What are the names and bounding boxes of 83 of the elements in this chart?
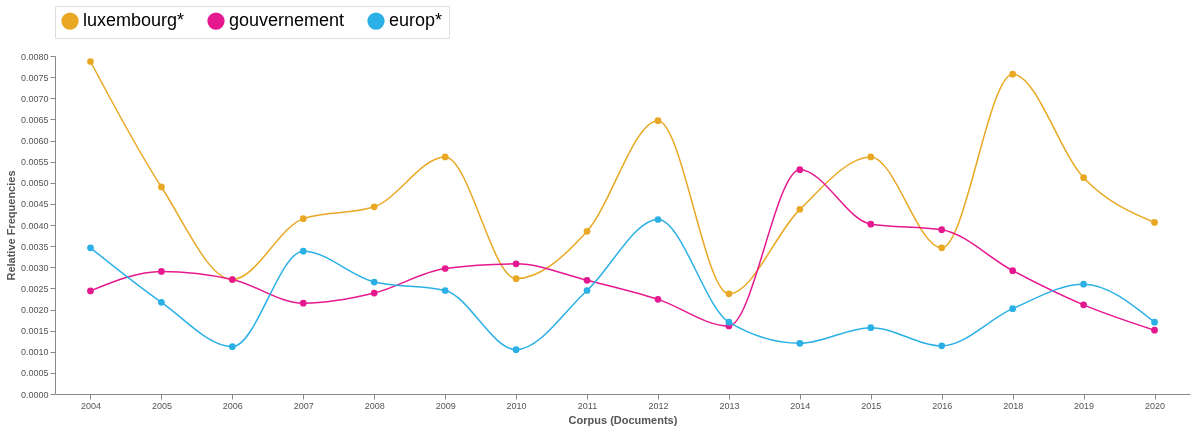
x-tick-label: 2006	[222, 400, 243, 411]
y-tick-label: 0.0080	[20, 51, 49, 62]
x-tick-label: 2005	[151, 400, 172, 411]
point	[158, 298, 165, 306]
x-tick-label: 2008	[364, 400, 385, 411]
y-tick-label: 0.0065	[20, 114, 49, 125]
point	[512, 275, 520, 282]
point	[1080, 174, 1087, 182]
y-tick-label: 0.0050	[20, 178, 49, 189]
y-tick-label: 0.0035	[20, 241, 49, 252]
point	[228, 343, 236, 351]
point	[1151, 326, 1158, 334]
point	[441, 287, 449, 294]
y-tick-label: 0.0000	[20, 389, 49, 400]
point	[299, 247, 307, 255]
point	[1151, 219, 1158, 226]
point	[583, 287, 591, 294]
point	[1009, 305, 1017, 312]
point	[796, 166, 804, 173]
y-tick-label: 0.0030	[20, 262, 49, 273]
x-axis-title: Corpus (Documents)	[568, 413, 678, 426]
point	[158, 268, 165, 275]
y-tick-label: 0.0055	[20, 157, 49, 168]
point	[441, 153, 449, 161]
point	[87, 287, 94, 295]
x-tick-label: 2014	[790, 400, 811, 411]
point	[1151, 318, 1158, 326]
point	[867, 153, 875, 161]
point	[1009, 70, 1017, 78]
x-tick-label: 2009	[435, 400, 456, 411]
point	[1080, 280, 1087, 288]
point	[725, 318, 733, 326]
point	[441, 265, 449, 272]
point	[654, 117, 662, 124]
x-tick-label: 2004	[80, 400, 101, 411]
y-tick-label: 0.0060	[20, 136, 49, 146]
x-tick-label: 2010	[506, 400, 527, 411]
y-tick-label: 0.0070	[20, 93, 49, 104]
point	[867, 220, 875, 228]
legend-label: europ*	[389, 10, 443, 31]
point	[158, 183, 165, 191]
x-tick-label: 2016	[932, 400, 953, 411]
x-tick-label: 2011	[577, 400, 598, 411]
x-tick-label: 2019	[1074, 400, 1095, 411]
y-tick-label: 0.0075	[20, 72, 49, 83]
point	[370, 289, 378, 297]
point	[583, 277, 591, 284]
point	[87, 58, 94, 65]
x-tick-label: 2020	[1145, 400, 1166, 411]
y-axis-title: Relative Frequencies	[4, 170, 17, 281]
y-tick-label: 0.0010	[20, 347, 49, 358]
legend-label: gouvernement	[229, 10, 345, 31]
point	[87, 244, 94, 252]
point	[299, 215, 307, 223]
y-tick-label: 0.0045	[20, 199, 49, 210]
y-tick-label: 0.0025	[20, 283, 49, 294]
point	[512, 346, 520, 353]
point	[1080, 301, 1087, 309]
y-tick-label: 0.0015	[20, 326, 49, 337]
point	[512, 260, 520, 268]
point	[370, 278, 378, 286]
point	[725, 290, 733, 298]
x-tick-label: 2015	[861, 400, 882, 411]
legend-label: luxembourg*	[83, 10, 185, 31]
point	[796, 339, 804, 347]
y-tick-label: 0.0020	[20, 305, 49, 315]
point	[654, 296, 662, 303]
point	[654, 216, 662, 223]
point	[938, 226, 946, 233]
x-tick-label: 2012	[648, 400, 669, 411]
y-tick-label: 0.0005	[20, 368, 49, 379]
point	[583, 227, 591, 235]
point	[796, 206, 804, 213]
point	[1009, 267, 1017, 274]
x-tick-label: 2013	[719, 400, 740, 411]
x-tick-label: 2007	[293, 400, 314, 411]
point	[299, 299, 307, 307]
x-tick-label: 2018	[1003, 400, 1024, 411]
point	[370, 203, 378, 211]
point	[938, 342, 946, 350]
point	[867, 324, 875, 332]
point	[938, 244, 946, 252]
y-tick-label: 0.0040	[20, 220, 49, 231]
